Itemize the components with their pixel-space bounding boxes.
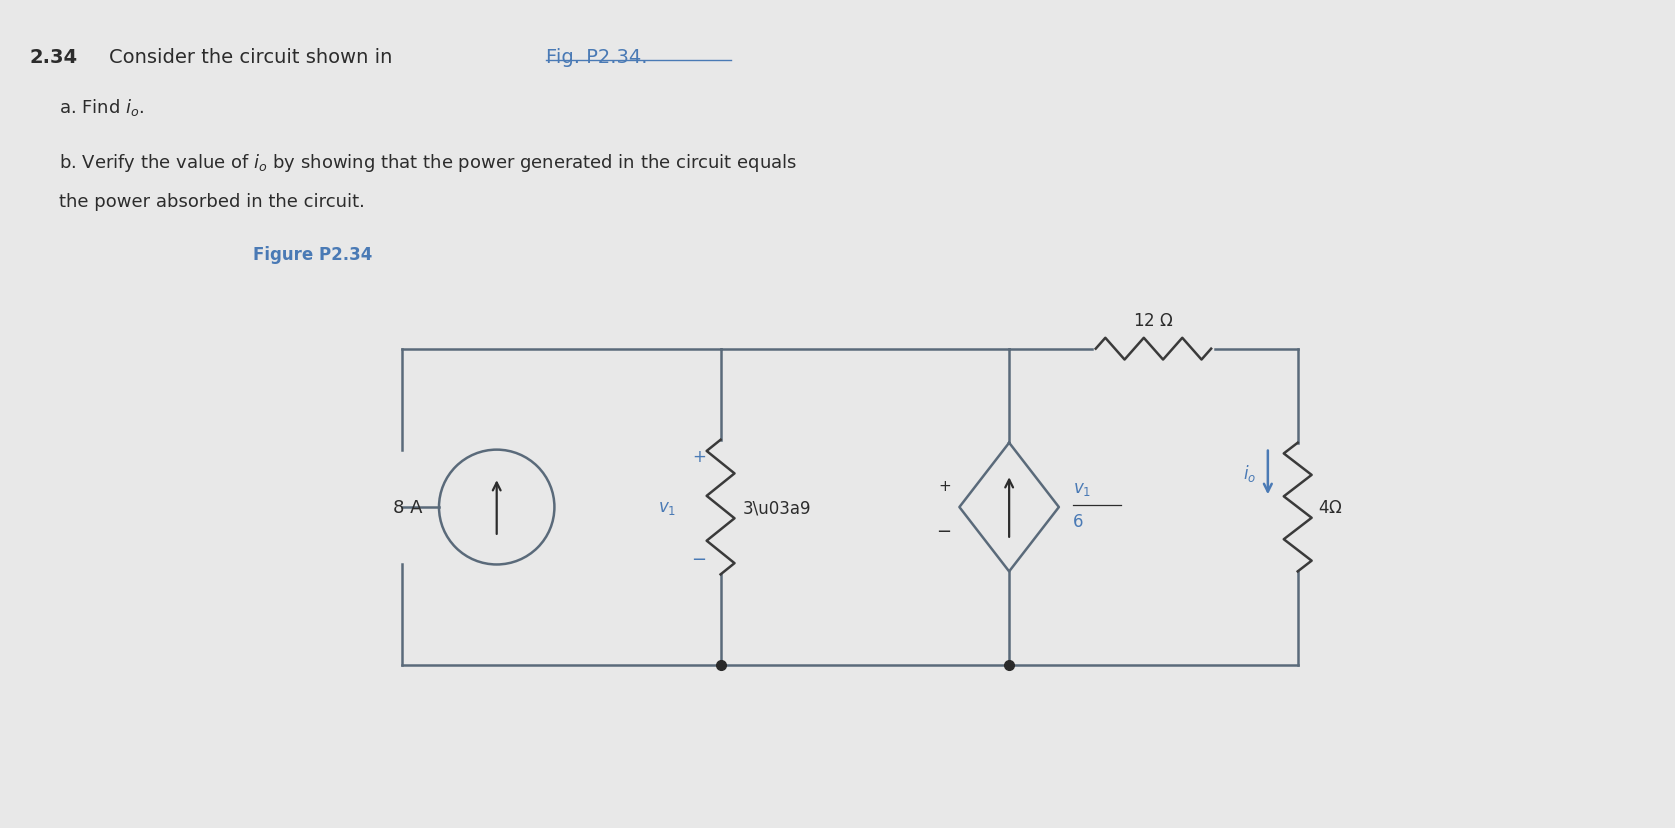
Text: $v_1$: $v_1$ [1072,479,1090,498]
Text: b. Verify the value of $i_o$ by showing that the power generated in the circuit : b. Verify the value of $i_o$ by showing … [59,152,797,173]
Text: +: + [692,447,705,465]
Text: −: − [692,550,707,568]
Text: Fig. P2.34.: Fig. P2.34. [546,48,648,66]
Text: −: − [936,522,951,540]
Text: the power absorbed in the circuit.: the power absorbed in the circuit. [59,193,365,211]
Text: Consider the circuit shown in: Consider the circuit shown in [109,48,399,66]
Text: 12 $\Omega$: 12 $\Omega$ [1134,311,1174,330]
Text: 8 A: 8 A [392,498,422,517]
Text: 2.34: 2.34 [28,48,77,66]
Text: Figure P2.34: Figure P2.34 [253,245,372,263]
Text: $v_1$: $v_1$ [658,498,675,517]
Text: a. Find $i_o$.: a. Find $i_o$. [59,97,144,118]
Text: 6: 6 [1072,513,1084,531]
Text: 4$\Omega$: 4$\Omega$ [1318,498,1342,517]
Text: $i_o$: $i_o$ [1243,462,1256,484]
Text: 3\u03a9: 3\u03a9 [742,498,811,517]
Text: +: + [938,479,951,493]
